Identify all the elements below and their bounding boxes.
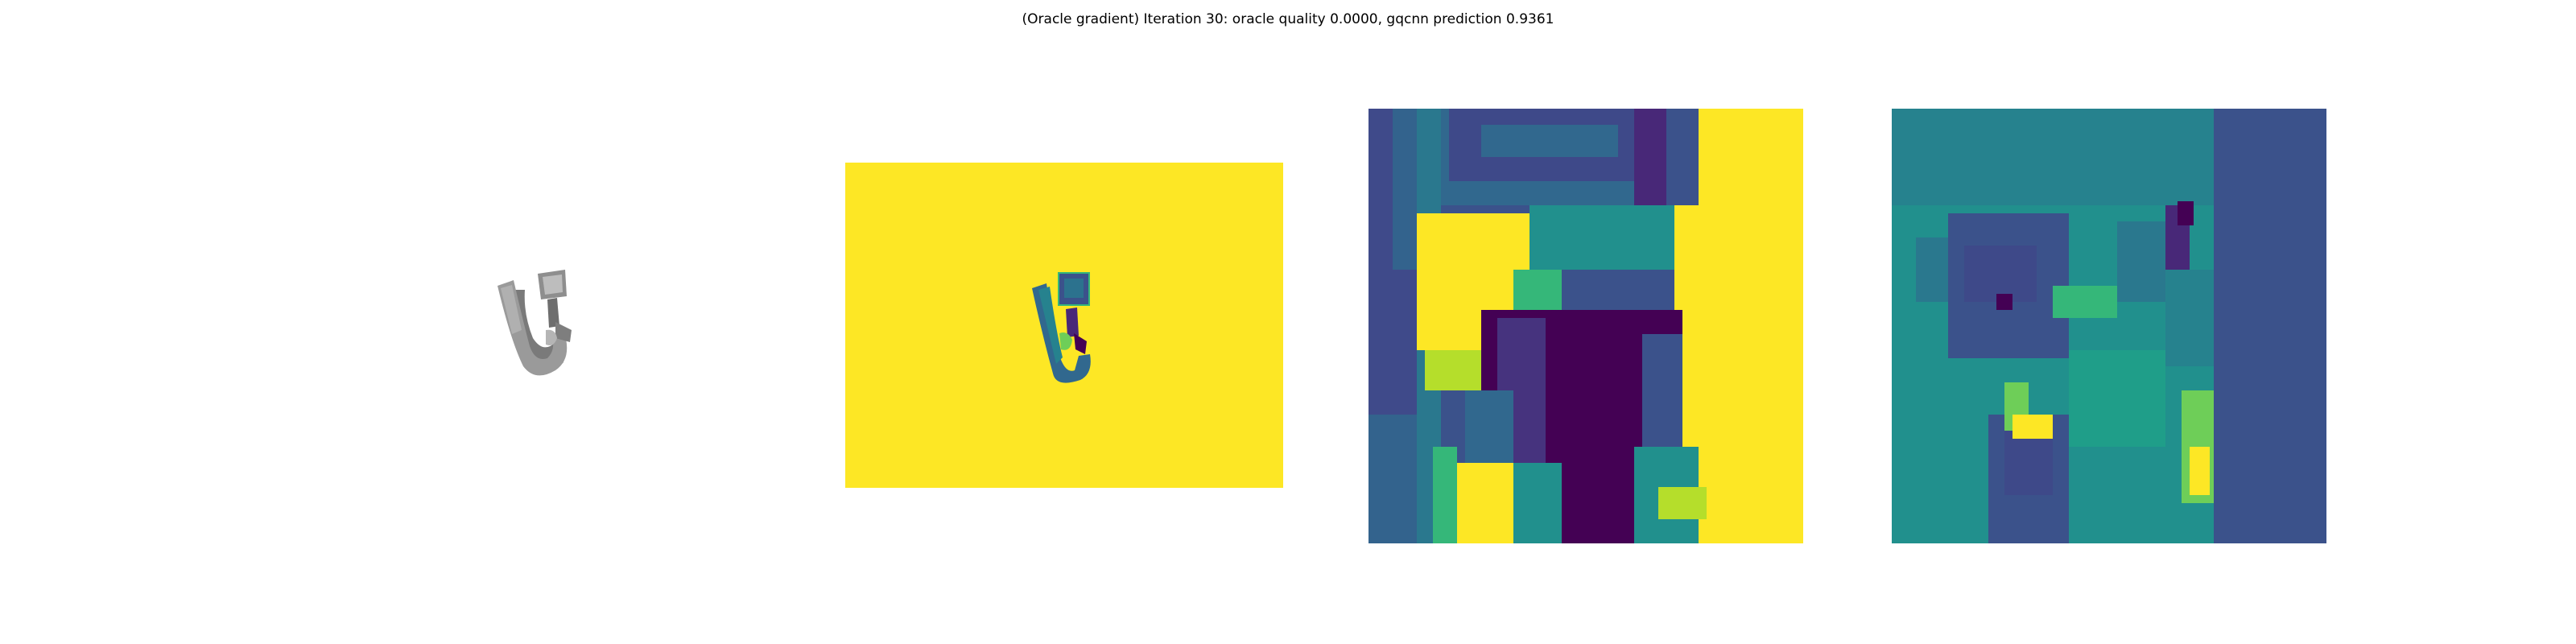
figure-title: (Oracle gradient) Iteration 30: oracle q… bbox=[1022, 11, 1554, 27]
object-render-image bbox=[497, 270, 572, 376]
gradient-patch bbox=[1892, 109, 2326, 543]
gradient-regions bbox=[1892, 109, 2326, 543]
crop-depth-regions bbox=[1368, 109, 1803, 543]
object-render-shape bbox=[497, 270, 572, 376]
cropped-depth-patch bbox=[1368, 109, 1803, 543]
depth-object bbox=[1032, 272, 1091, 383]
depth-image bbox=[845, 163, 1283, 488]
